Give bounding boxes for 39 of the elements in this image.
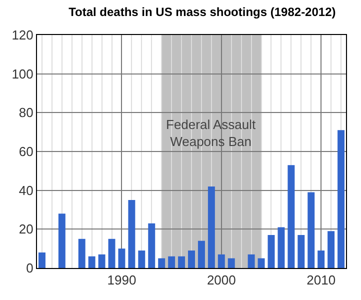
- bar: [188, 250, 195, 268]
- bar: [338, 130, 344, 268]
- bar: [208, 186, 215, 268]
- y-tick-label: 60: [18, 144, 34, 160]
- bar: [138, 250, 146, 268]
- bar: [98, 254, 106, 268]
- bar: [308, 192, 315, 268]
- bar: [248, 254, 255, 268]
- y-tick-label: 120: [12, 28, 34, 43]
- x-tick-label: 2000: [206, 272, 236, 288]
- bar: [258, 258, 265, 268]
- y-tick-label: 40: [18, 182, 34, 198]
- bar: [108, 238, 116, 268]
- bar: [158, 258, 166, 268]
- bar: [298, 234, 305, 268]
- bar: [58, 214, 66, 268]
- bar: [278, 227, 285, 268]
- bar: [218, 254, 225, 268]
- x-tick-label: 2010: [306, 272, 336, 288]
- bar: [178, 256, 186, 268]
- y-tick-label: 100: [12, 66, 34, 82]
- bar: [88, 256, 96, 268]
- bar: [318, 250, 325, 268]
- bar: [328, 231, 335, 268]
- y-tick-label: 80: [18, 105, 34, 120]
- bar: [78, 238, 86, 268]
- bar: [38, 252, 46, 268]
- bar: [148, 223, 156, 268]
- y-tick-label: 20: [18, 222, 34, 237]
- x-tick-label: 1990: [107, 272, 136, 288]
- bar: [128, 200, 136, 268]
- bar: [228, 258, 235, 268]
- bar: [198, 240, 205, 268]
- y-tick-label: 0: [26, 260, 34, 276]
- bar: [268, 234, 275, 268]
- bar: [168, 256, 176, 268]
- bar: [288, 165, 295, 268]
- chart-title: Total deaths in US mass shootings (1982-2012): [68, 4, 336, 19]
- bar: [118, 248, 126, 268]
